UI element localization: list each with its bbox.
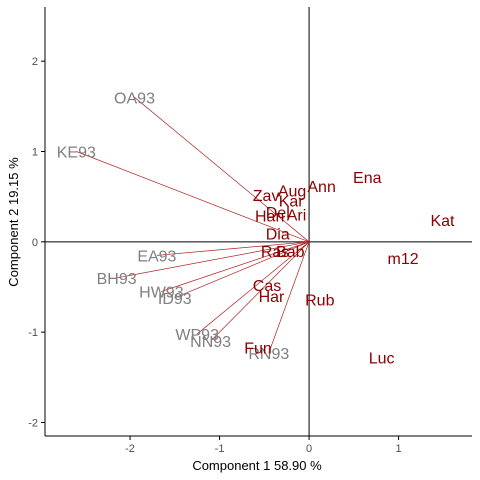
point-label-ari: Ari [287, 208, 307, 225]
loading-arrows [76, 97, 310, 354]
x-tick-label: -1 [215, 443, 225, 455]
axes-frame [44, 7, 472, 437]
loading-arrow-oa93 [134, 97, 310, 243]
y-tick-label: 1 [32, 147, 38, 159]
loading-label-ke93: KE93 [57, 145, 96, 162]
loading-arrow-bh93 [116, 241, 310, 279]
loading-arrow-rn93 [268, 241, 310, 354]
point-label-zav: Zav [253, 188, 280, 205]
loading-arrow-id93 [174, 241, 310, 299]
loading-label-wp93: WP93 [175, 327, 219, 344]
x-tick-label: -2 [125, 443, 135, 455]
y-tick-label: 0 [32, 237, 38, 249]
point-label-dia: Dia [266, 227, 290, 244]
y-axis-ticks: -2 -1 0 1 2 [28, 56, 45, 429]
loading-label-id93: ID93 [158, 291, 192, 308]
loading-arrow-wp93 [196, 241, 310, 335]
point-label-aug: Aug [278, 183, 306, 200]
y-tick-label: 2 [32, 56, 38, 68]
x-axis-ticks: -2 -1 0 1 [125, 436, 402, 455]
y-tick-label: -1 [28, 327, 38, 339]
point-label-har: Har [259, 289, 285, 306]
point-label-ann: Ann [307, 179, 335, 196]
loading-label-rn93: RN93 [248, 346, 289, 363]
loading-label-ea93: EA93 [137, 248, 176, 265]
point-label-ena: Ena [353, 170, 382, 187]
point-label-del: Del [266, 205, 290, 222]
point-label-fun: Fun [244, 340, 272, 357]
point-label-kat: Kat [430, 213, 455, 230]
loading-label-bh93: BH93 [97, 271, 137, 288]
x-axis-label: Component 1 58.90 % [192, 458, 322, 473]
y-axis-label: Component 2 19.15 % [6, 157, 21, 287]
point-label-ras: Ras [261, 244, 289, 261]
y-tick-label: -2 [28, 417, 38, 429]
point-label-luc: Luc [369, 350, 395, 367]
loading-arrow-hw93 [161, 241, 310, 292]
loading-arrow-nn93 [210, 241, 310, 342]
loading-arrow-ke93 [76, 151, 310, 243]
loading-label-hw93: HW93 [139, 284, 184, 301]
point-label-m12: m12 [388, 251, 419, 268]
point-label-kar: Kar [279, 193, 305, 210]
loading-label-nn93: NN93 [190, 334, 231, 351]
point-label-bab: Bab [276, 244, 305, 261]
x-tick-label: 0 [306, 443, 312, 455]
point-label-cas: Cas [253, 278, 281, 295]
point-label-han: Han [255, 209, 284, 226]
point-label-rub: Rub [305, 293, 334, 310]
loading-arrow-ea93 [156, 241, 310, 256]
reference-lines [45, 7, 472, 436]
loading-label-oa93: OA93 [114, 90, 155, 107]
x-tick-label: 1 [396, 443, 402, 455]
